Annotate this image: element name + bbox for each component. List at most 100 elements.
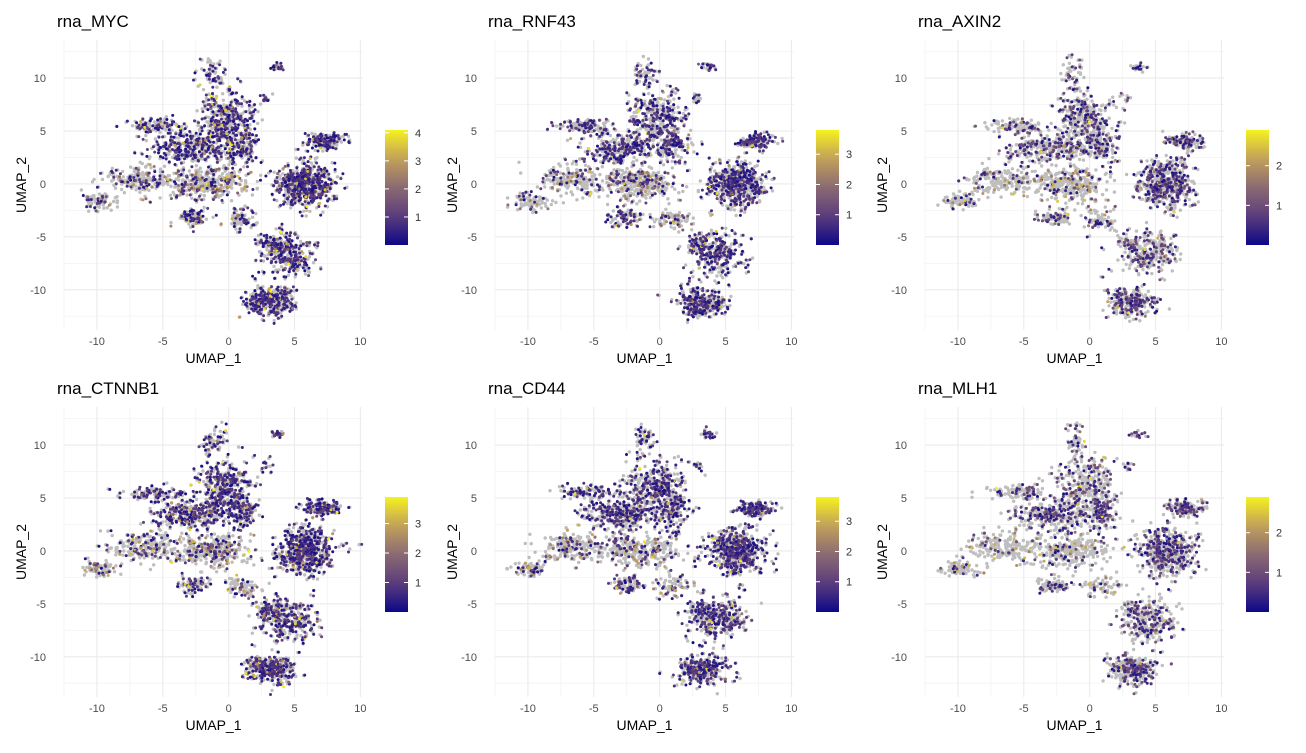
cell-point xyxy=(202,215,205,218)
cell-point xyxy=(245,302,248,305)
cell-point xyxy=(284,296,287,299)
cell-point xyxy=(765,172,768,175)
cell-point xyxy=(217,110,220,113)
cell-point xyxy=(168,128,171,131)
cell-point xyxy=(249,303,252,306)
cell-point xyxy=(242,119,245,122)
cell-point xyxy=(85,205,88,208)
cell-point xyxy=(304,255,307,258)
cell-point xyxy=(145,197,148,200)
cell-point xyxy=(272,184,275,187)
cell-point xyxy=(236,192,239,195)
cell-point xyxy=(279,230,282,233)
y-tick-label: 10 xyxy=(34,73,46,85)
cell-point xyxy=(139,120,142,123)
cell-point xyxy=(87,198,90,201)
cell-point xyxy=(108,204,111,207)
cell-point xyxy=(733,208,736,211)
cell-point xyxy=(189,194,192,197)
cell-point xyxy=(295,166,298,169)
cell-point xyxy=(210,97,213,100)
cell-point xyxy=(315,174,318,177)
cell-point xyxy=(318,202,321,205)
cell-point xyxy=(211,216,214,219)
cell-point xyxy=(296,172,299,175)
cell-point xyxy=(197,159,200,162)
cell-point xyxy=(227,163,230,166)
cell-point xyxy=(210,120,213,123)
cell-point xyxy=(126,181,129,184)
cell-point xyxy=(265,234,268,237)
cell-point xyxy=(315,162,318,165)
cell-point xyxy=(319,168,322,171)
cell-point xyxy=(226,193,229,196)
cell-point xyxy=(200,209,203,212)
cell-point xyxy=(262,245,265,248)
cell-point xyxy=(182,141,185,144)
cell-point xyxy=(195,132,198,135)
cell-point xyxy=(259,241,262,244)
cell-point xyxy=(201,188,204,191)
cell-point xyxy=(317,172,320,175)
cell-point xyxy=(228,152,231,155)
cell-point xyxy=(296,237,299,240)
cell-point xyxy=(102,207,105,210)
cell-point xyxy=(96,202,99,205)
cell-point xyxy=(294,273,297,276)
cell-point xyxy=(324,205,327,208)
cell-point xyxy=(213,151,216,154)
cell-point xyxy=(171,139,174,142)
cell-point xyxy=(195,171,198,174)
cell-point xyxy=(273,322,276,325)
cell-point xyxy=(138,178,141,181)
cell-point xyxy=(254,277,257,280)
cell-point xyxy=(99,172,102,175)
cell-point xyxy=(241,216,244,219)
cell-point xyxy=(327,173,330,176)
cell-point xyxy=(142,180,145,183)
cell-point xyxy=(238,231,241,234)
cell-point xyxy=(221,199,224,202)
cell-point xyxy=(289,231,292,234)
cell-point xyxy=(302,210,305,213)
cell-point xyxy=(166,183,169,186)
cell-point xyxy=(110,209,113,212)
cell-point xyxy=(279,292,282,295)
cell-point xyxy=(299,157,302,160)
cell-point xyxy=(189,154,192,157)
cell-point xyxy=(147,174,150,177)
cell-point xyxy=(321,211,324,214)
cell-point xyxy=(100,200,103,203)
cell-point xyxy=(748,162,751,165)
cell-point xyxy=(141,153,144,156)
cell-point xyxy=(208,68,211,71)
colorbar-tick-label: 1 xyxy=(415,212,421,224)
cell-point xyxy=(207,148,210,151)
cell-point xyxy=(161,170,164,173)
cell-point xyxy=(269,290,272,293)
cell-point xyxy=(168,160,171,163)
cell-point xyxy=(221,92,224,95)
cell-point xyxy=(207,98,210,101)
cell-point xyxy=(114,196,117,199)
cell-point xyxy=(289,206,292,209)
cell-point xyxy=(246,101,249,104)
cell-point xyxy=(250,171,253,174)
cell-point xyxy=(243,204,246,207)
cell-point xyxy=(201,118,204,121)
cell-point xyxy=(177,154,180,157)
cell-point xyxy=(169,225,172,228)
cell-point xyxy=(163,165,166,168)
cell-point xyxy=(222,103,225,106)
cell-point xyxy=(286,259,289,262)
cell-point xyxy=(185,175,188,178)
cell-point xyxy=(205,178,208,181)
cell-point xyxy=(291,176,294,179)
cell-point xyxy=(287,248,290,251)
cell-point xyxy=(133,152,136,155)
cell-point xyxy=(325,194,328,197)
cell-point xyxy=(179,131,182,134)
cell-point xyxy=(253,289,256,292)
